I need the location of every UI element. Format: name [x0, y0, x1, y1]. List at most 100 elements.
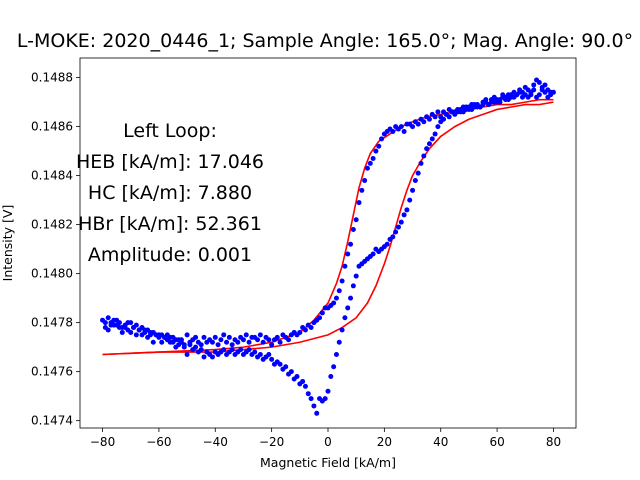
- data-point: [534, 94, 540, 100]
- data-point: [438, 119, 444, 125]
- y-tick-label: 0.1484: [31, 169, 73, 183]
- data-point: [331, 364, 337, 370]
- x-tick-label: −60: [146, 435, 171, 449]
- data-point: [187, 342, 193, 348]
- data-point: [232, 351, 238, 357]
- data-point: [536, 80, 542, 85]
- data-point: [418, 160, 424, 166]
- data-point: [387, 236, 393, 242]
- data-point: [221, 332, 227, 338]
- data-point: [364, 165, 370, 171]
- data-point: [297, 381, 303, 387]
- data-point: [421, 153, 427, 159]
- y-axis-ticks: 0.1474 0.1476 0.1478 0.1480 0.1482 0.1484 0.14…: [31, 71, 80, 428]
- data-point: [410, 124, 416, 130]
- data-point: [336, 288, 342, 294]
- data-point: [336, 339, 342, 345]
- data-point: [350, 227, 356, 233]
- data-point: [201, 334, 207, 340]
- data-point: [345, 251, 351, 257]
- data-point: [426, 116, 432, 122]
- x-axis-ticks: −80 −60 −40 −20 0 20 40 60 80: [90, 428, 561, 449]
- data-point: [393, 229, 399, 235]
- data-point: [274, 334, 280, 340]
- data-point: [114, 322, 120, 328]
- y-tick-label: 0.1474: [31, 414, 73, 428]
- data-point: [328, 374, 334, 380]
- data-point: [240, 351, 246, 357]
- data-point: [342, 315, 348, 321]
- data-point: [105, 315, 111, 321]
- data-point: [235, 339, 241, 345]
- data-point: [449, 109, 455, 115]
- data-point: [255, 337, 261, 343]
- data-point: [181, 344, 187, 350]
- data-point: [243, 332, 249, 338]
- data-point: [224, 351, 230, 357]
- data-point: [545, 94, 551, 100]
- data-point: [531, 82, 537, 88]
- data-point: [193, 334, 199, 340]
- y-tick-label: 0.1482: [31, 218, 73, 232]
- data-point: [266, 337, 272, 343]
- data-point: [297, 329, 303, 335]
- data-point: [260, 356, 266, 362]
- data-points: [100, 77, 556, 416]
- chart-title: L-MOKE: 2020_0446_1; Sample Angle: 165.0…: [17, 30, 633, 52]
- data-point: [131, 325, 137, 331]
- data-point: [108, 322, 114, 328]
- data-point: [412, 178, 418, 184]
- data-point: [277, 339, 283, 345]
- y-tick-label: 0.1476: [31, 365, 73, 379]
- data-point: [373, 246, 379, 252]
- data-point: [424, 146, 430, 152]
- data-point: [398, 219, 404, 225]
- data-point: [184, 332, 190, 338]
- data-point: [317, 396, 323, 402]
- x-tick-label: −80: [90, 435, 115, 449]
- data-point: [356, 200, 362, 206]
- data-point: [291, 376, 297, 382]
- data-point: [128, 320, 134, 326]
- data-point: [401, 212, 407, 218]
- data-point: [353, 273, 359, 279]
- y-tick-label: 0.1478: [31, 316, 73, 330]
- data-point: [432, 114, 438, 120]
- data-point: [195, 349, 201, 355]
- data-point: [286, 371, 292, 377]
- data-point: [302, 327, 308, 333]
- data-point: [204, 349, 210, 355]
- data-point: [136, 327, 142, 333]
- data-point: [443, 111, 449, 117]
- data-point: [410, 187, 416, 193]
- y-axis-label: Intensity [V]: [0, 205, 15, 282]
- data-point: [229, 342, 235, 348]
- data-point: [429, 136, 435, 142]
- data-point: [339, 278, 345, 284]
- data-point: [500, 92, 506, 98]
- data-point: [435, 109, 441, 115]
- annotation-box: Left Loop: HEB [kA/m]: 17.046 HC [kA/m]:…: [76, 120, 264, 266]
- data-point: [463, 104, 469, 110]
- data-point: [348, 295, 354, 301]
- annotation-hbr: HBr [kA/m]: 52.361: [78, 213, 262, 235]
- data-point: [480, 99, 486, 105]
- data-point: [142, 329, 148, 335]
- data-point: [367, 160, 373, 166]
- annotation-heading: Left Loop:: [123, 120, 217, 142]
- data-point: [150, 339, 156, 345]
- data-point: [542, 82, 548, 88]
- data-point: [302, 383, 308, 389]
- data-point: [269, 356, 275, 362]
- data-point: [421, 119, 427, 125]
- data-point: [226, 334, 232, 340]
- y-tick-label: 0.1486: [31, 120, 73, 134]
- data-point: [224, 339, 230, 345]
- data-point: [435, 124, 441, 130]
- x-tick-label: 40: [433, 435, 448, 449]
- data-point: [314, 410, 320, 416]
- data-point: [190, 347, 196, 353]
- data-point: [426, 141, 432, 147]
- data-point: [362, 178, 368, 184]
